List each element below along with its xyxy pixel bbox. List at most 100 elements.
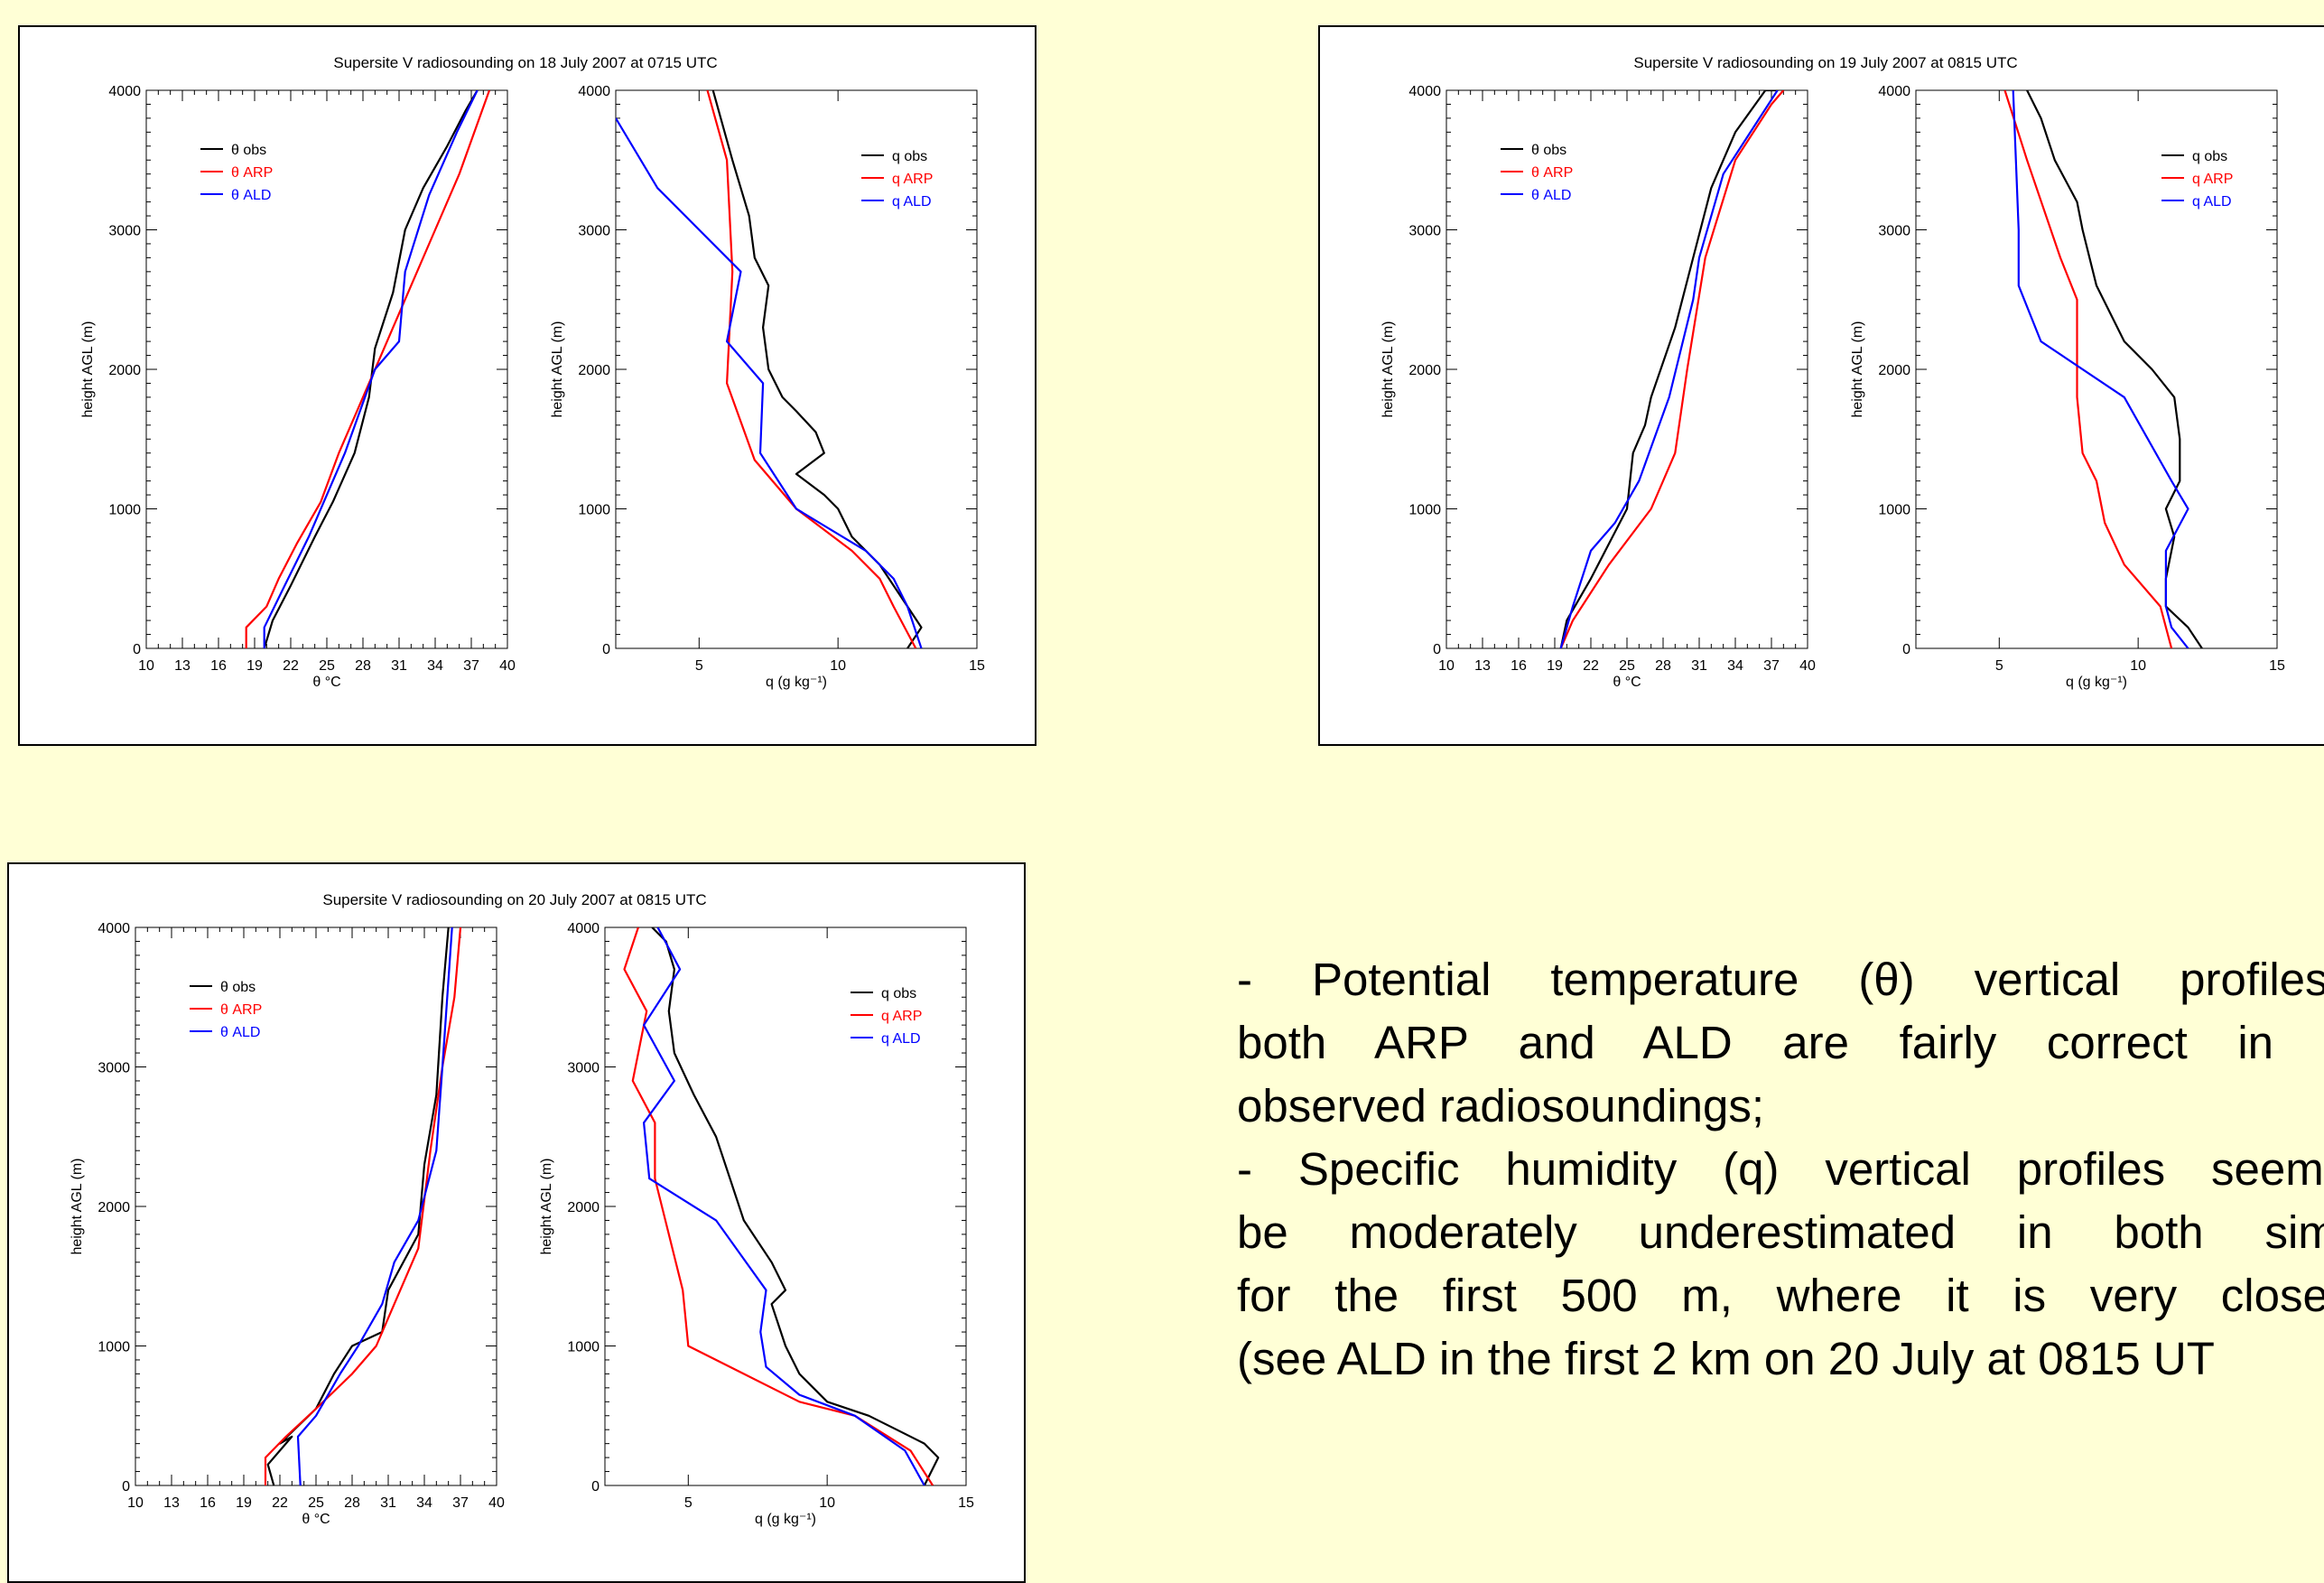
legend-label: q ALD [881, 1031, 921, 1047]
note-line-1: - Potential temperature (θ) vertical pro… [1237, 954, 2324, 1005]
x-tick-label: 37 [463, 658, 479, 674]
x-tick-label: 31 [380, 1495, 396, 1511]
x-tick-label: 16 [210, 658, 227, 674]
x-tick-label: 19 [1547, 658, 1563, 674]
summary-notes: - Potential temperature (θ) vertical pro… [1237, 948, 2324, 1391]
y-tick-label: 1000 [578, 503, 610, 518]
x-tick-label: 40 [499, 658, 516, 674]
y-tick-label: 0 [602, 642, 610, 657]
y-axis-label: height AGL (m) [539, 1158, 554, 1254]
x-tick-label: 34 [427, 658, 443, 674]
y-tick-label: 3000 [578, 224, 610, 239]
x-tick-label: 37 [452, 1495, 469, 1511]
x-tick-label: 15 [958, 1495, 974, 1511]
x-axis-label: θ °C [1613, 675, 1641, 690]
y-tick-label: 4000 [98, 921, 130, 936]
legend-label: q ALD [892, 194, 932, 210]
x-tick-label: 31 [1691, 658, 1707, 674]
y-tick-label: 1000 [567, 1340, 600, 1355]
series-line-arp [245, 90, 491, 648]
y-tick-label: 2000 [108, 363, 141, 378]
legend-label: θ ALD [231, 188, 271, 203]
y-tick-label: 0 [591, 1479, 600, 1495]
y-tick-label: 4000 [578, 84, 610, 99]
y-axis-label: height AGL (m) [1850, 321, 1865, 417]
x-tick-label: 10 [1438, 658, 1455, 674]
y-tick-label: 2000 [1878, 363, 1910, 378]
x-tick-label: 28 [355, 658, 371, 674]
y-tick-label: 4000 [567, 921, 600, 936]
x-tick-label: 28 [344, 1495, 360, 1511]
y-axis-label: height AGL (m) [70, 1158, 85, 1254]
y-tick-label: 0 [1902, 642, 1910, 657]
legend-label: θ obs [231, 143, 266, 158]
y-tick-label: 0 [1433, 642, 1441, 657]
x-tick-label: 25 [1619, 658, 1635, 674]
note-line-3: observed radiosoundings; [1237, 1080, 1765, 1131]
legend-label: q ARP [2192, 172, 2233, 187]
y-tick-label: 3000 [567, 1061, 600, 1076]
series-line-q-ald [2012, 90, 2189, 648]
chart-title: Supersite V radiosounding on 20 July 200… [322, 891, 706, 908]
legend-label: θ ARP [220, 1002, 262, 1018]
y-tick-label: 1000 [1408, 503, 1441, 518]
x-axis-label: q (g kg⁻¹) [755, 1512, 816, 1527]
x-tick-label: 16 [200, 1495, 216, 1511]
series-line-arp [1559, 90, 1785, 648]
x-axis-label: θ °C [312, 675, 340, 690]
series-line-obs [263, 90, 479, 648]
legend-label: θ obs [1531, 143, 1566, 158]
y-axis-label: height AGL (m) [80, 321, 96, 417]
legend-label: θ obs [220, 980, 256, 995]
y-axis-label: height AGL (m) [550, 321, 565, 417]
y-tick-label: 1000 [1878, 503, 1910, 518]
series-line-q-arp [706, 90, 917, 648]
x-tick-label: 31 [391, 658, 407, 674]
series-line-q-ald [616, 117, 923, 648]
legend-label: θ ALD [220, 1025, 260, 1040]
x-tick-label: 5 [684, 1495, 693, 1511]
x-tick-label: 10 [127, 1495, 144, 1511]
figure-19-july-svg: Supersite V radiosounding on 19 July 200… [1380, 54, 2285, 690]
series-line-ald [1559, 90, 1779, 648]
legend-label: q obs [881, 986, 916, 1001]
y-tick-label: 0 [122, 1479, 130, 1495]
y-tick-label: 4000 [1878, 84, 1910, 99]
y-tick-label: 2000 [1408, 363, 1441, 378]
x-tick-label: 15 [2269, 658, 2285, 674]
chart-title: Supersite V radiosounding on 18 July 200… [333, 54, 717, 71]
y-tick-label: 4000 [1408, 84, 1441, 99]
legend-label: q ARP [892, 172, 933, 187]
legend-label: θ ARP [231, 165, 273, 181]
plot-frame [145, 89, 508, 649]
x-tick-label: 40 [488, 1495, 505, 1511]
x-tick-label: 28 [1655, 658, 1671, 674]
note-line-2: both ARP and ALD are fairly correct in c… [1237, 1017, 2324, 1068]
figure-20-july-svg: Supersite V radiosounding on 20 July 200… [70, 891, 974, 1527]
legend-label: q obs [2192, 149, 2227, 164]
y-tick-label: 2000 [567, 1200, 600, 1215]
figure-18-july-svg: Supersite V radiosounding on 18 July 200… [80, 54, 985, 690]
x-tick-label: 10 [2130, 658, 2146, 674]
y-tick-label: 2000 [98, 1200, 130, 1215]
x-tick-label: 10 [138, 658, 154, 674]
figure-20-july: Supersite V radiosounding on 20 July 200… [7, 862, 1026, 1583]
series-line-obs [1559, 90, 1778, 648]
series-line-ald [296, 927, 453, 1485]
y-tick-label: 0 [133, 642, 141, 657]
series-line-arp [264, 927, 462, 1485]
note-line-4: - Specific humidity (q) vertical profile… [1237, 1143, 2324, 1195]
y-tick-label: 2000 [578, 363, 610, 378]
x-tick-label: 37 [1763, 658, 1780, 674]
y-tick-label: 1000 [98, 1340, 130, 1355]
series-line-q-obs [2026, 90, 2203, 648]
x-tick-label: 10 [819, 1495, 835, 1511]
series-line-obs [266, 927, 450, 1485]
legend-label: q ARP [881, 1009, 922, 1024]
x-tick-label: 10 [830, 658, 846, 674]
note-line-5: be moderately underestimated in both sim… [1237, 1206, 2324, 1258]
series-line-q-arp [2003, 90, 2173, 648]
y-tick-label: 3000 [98, 1061, 130, 1076]
x-tick-label: 34 [1727, 658, 1743, 674]
x-tick-label: 19 [246, 658, 263, 674]
